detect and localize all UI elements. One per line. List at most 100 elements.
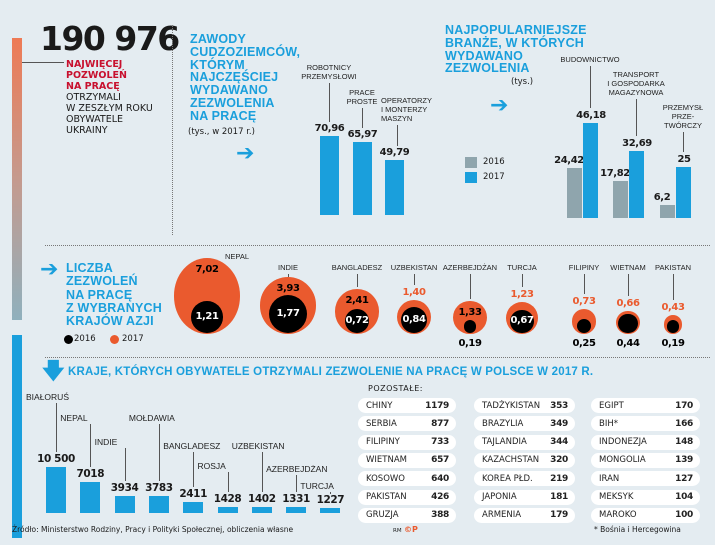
bubble-2016 [618,313,638,333]
table-row: IRAN 127 [591,471,700,487]
country-name: JAPONIA [482,492,517,502]
legend-2017-dot [110,335,119,344]
bubble-2016 [191,301,223,333]
bubble-2017-label: 3,93 [276,283,300,295]
country-label: NEPAL [224,252,250,261]
bar-value-label: 1227 [316,493,345,506]
bar-value-label: 70,96 [314,123,345,135]
permit-count: 733 [431,437,449,448]
countries-title: KRAJE, KTÓRYCH OBYWATELE OTRZYMALI ZEZWO… [68,366,594,378]
leader-line [296,475,298,493]
bar [320,136,339,215]
bar [385,159,404,215]
country-label: AZERBEJDŻAN [442,263,498,272]
country-name: TAJLANDIA [482,437,527,448]
bar-value-label: 1428 [213,492,242,505]
bubble-2017-label: 1,40 [402,287,426,299]
country-label: ROSJA [197,461,226,471]
country-name: FILIPINY [366,437,400,448]
country-name: IRAN [599,473,620,484]
country-name: KOREA PŁD. [482,473,533,484]
bubble-2016-label: 0,72 [345,314,369,326]
category-label: ROBOTNICY PRZEMYSŁOWI [301,63,357,81]
leader-line [124,448,126,481]
bar [217,506,238,513]
permit-count: 104 [675,492,693,502]
leader-line [357,274,358,288]
bar [353,141,372,215]
bar-value-label: 17,82 [600,168,630,180]
leader-line [584,274,585,295]
leader-line [329,83,330,123]
bubble-2016 [666,320,680,333]
bar-value-label: 2411 [179,488,207,501]
table-row: EGIPT 170 [591,398,700,413]
country-label: INDIE [277,263,299,272]
category-label: PRZEMYSŁ PRZE- TWÓRCZY [662,103,704,130]
table-row: ARMENIA 179 [474,507,575,523]
bar [320,507,341,513]
legend-2016-label: 2016 [74,334,96,344]
bar [286,507,307,513]
permit-count: 320 [550,455,568,466]
professions-unit: (tys., w 2017 r.) [188,127,255,137]
bubble-2016-label: 0,44 [616,338,640,349]
leader-line [470,274,471,299]
legend-2016-swatch [465,157,477,168]
arrow-right-icon: ➔ [40,257,59,282]
country-label: BANGLADESZ [163,441,221,451]
professions-title: ZAWODY CUDZOZIEMCÓW, KTÓRYM NAJCZĘŚCIEJ … [190,32,301,123]
permit-count: 388 [431,510,449,521]
bar-2016 [613,181,628,218]
country-name: PAKISTAN [366,492,407,502]
bar-value-label: 25 [677,153,691,165]
category-label: BUDOWNICTWO [560,55,620,64]
country-label: BANGLADESZ [331,263,383,272]
country-name: MEKSYK [599,492,634,502]
permit-count: 148 [675,437,693,448]
table-row: JAPONIA 181 [474,489,575,505]
country-label: BIAŁORUŚ [26,392,69,402]
source-text: Źródło: Ministerstwo Rodziny, Pracy i Po… [12,525,294,534]
table-row: MAROKO 100 [591,507,700,523]
country-label: AZERBEJDŻAN [266,464,328,474]
country-name: INDONEZJA [599,437,647,448]
bar [183,502,204,513]
table-row: CHINY 1179 [358,398,456,413]
leader-line [522,274,523,288]
bar-2017 [676,166,691,218]
credit-text: RM [393,528,402,534]
arrow-down-icon: 🡇 [42,359,65,384]
bubble-2017-label: 0,66 [616,297,640,309]
bubble-2016-label: 1,21 [195,311,219,323]
permit-count: 166 [675,418,693,429]
table-row: FILIPINY 733 [358,434,456,450]
bar-value-label: 1402 [247,492,276,505]
bubble-2016-label: 0,84 [402,313,426,325]
bar-value-label: 6,2 [653,192,671,204]
country-label: WIETNAM [610,263,646,272]
country-label: UZBEKISTAN [390,263,438,272]
country-name: MAROKO [599,510,637,521]
country-label: FILIPINY [568,263,600,272]
arrow-right-icon: ➔ [236,141,255,166]
bubble-2017-label: 1,33 [458,306,482,318]
country-name: BRAZYLIA [482,418,524,429]
bar-value-label: 10 500 [37,452,75,465]
country-name: EGIPT [599,400,624,411]
bubble-2016 [268,294,308,333]
bar-2016 [567,167,582,218]
legend-2017-label: 2017 [483,172,505,182]
leader-line [56,403,57,452]
permit-count: 344 [550,437,568,448]
country-name: SERBIA [366,418,397,429]
leader-line [261,452,263,492]
country-name: CHINY [366,400,393,411]
country-label: TURCJA [507,263,537,272]
permit-count: 139 [675,455,693,466]
bubble-2016-label: 0,19 [458,338,482,349]
table-row: SERBIA 877 [358,416,456,432]
bubble-2017-label: 2,41 [345,295,369,307]
bubble-2016-label: 0,19 [661,338,685,349]
bar-value-label: 46,18 [576,109,606,121]
